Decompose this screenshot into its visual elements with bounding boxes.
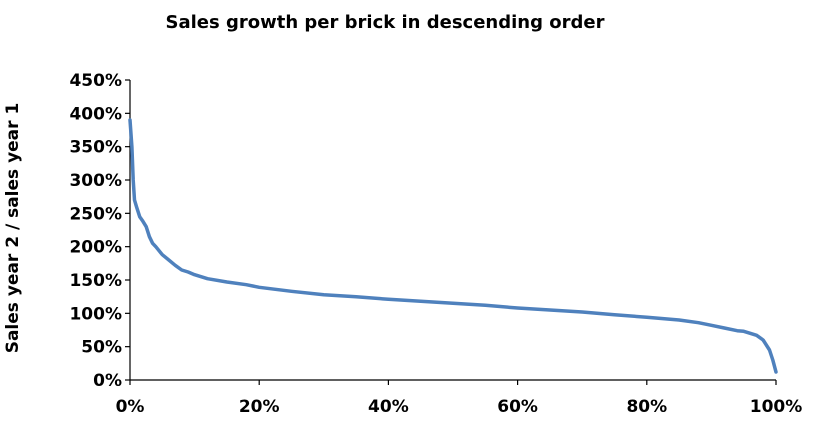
x-tick-label: 40% [368, 397, 409, 417]
y-tick-label: 300% [69, 171, 122, 191]
tick-labels: 0% 50% 100% 150% 200% 250% 300% 350% 400% 450% 0% 2… [69, 71, 802, 417]
x-tick-label: 0% [116, 397, 145, 417]
y-tick-label: 350% [69, 138, 122, 158]
x-tick-label: 60% [497, 397, 538, 417]
y-tick-label: 100% [69, 304, 122, 324]
y-tick-label: 0% [93, 371, 122, 391]
series-lines [128, 118, 778, 374]
y-tick-label: 400% [69, 104, 122, 124]
x-tick-label: 100% [750, 397, 803, 417]
axes [125, 79, 777, 385]
y-axis-label: Sales year 2 / sales year 1 [3, 103, 23, 354]
x-tick-label: 20% [239, 397, 280, 417]
chart-title: Sales growth per brick in descending ord… [166, 12, 605, 33]
y-tick-label: 50% [81, 338, 122, 358]
y-tick-label: 250% [69, 204, 122, 224]
x-tick-label: 80% [626, 397, 667, 417]
y-tick-label: 200% [69, 238, 122, 258]
series-line [128, 118, 778, 374]
y-tick-label: 450% [69, 71, 122, 91]
y-tick-label: 150% [69, 271, 122, 291]
